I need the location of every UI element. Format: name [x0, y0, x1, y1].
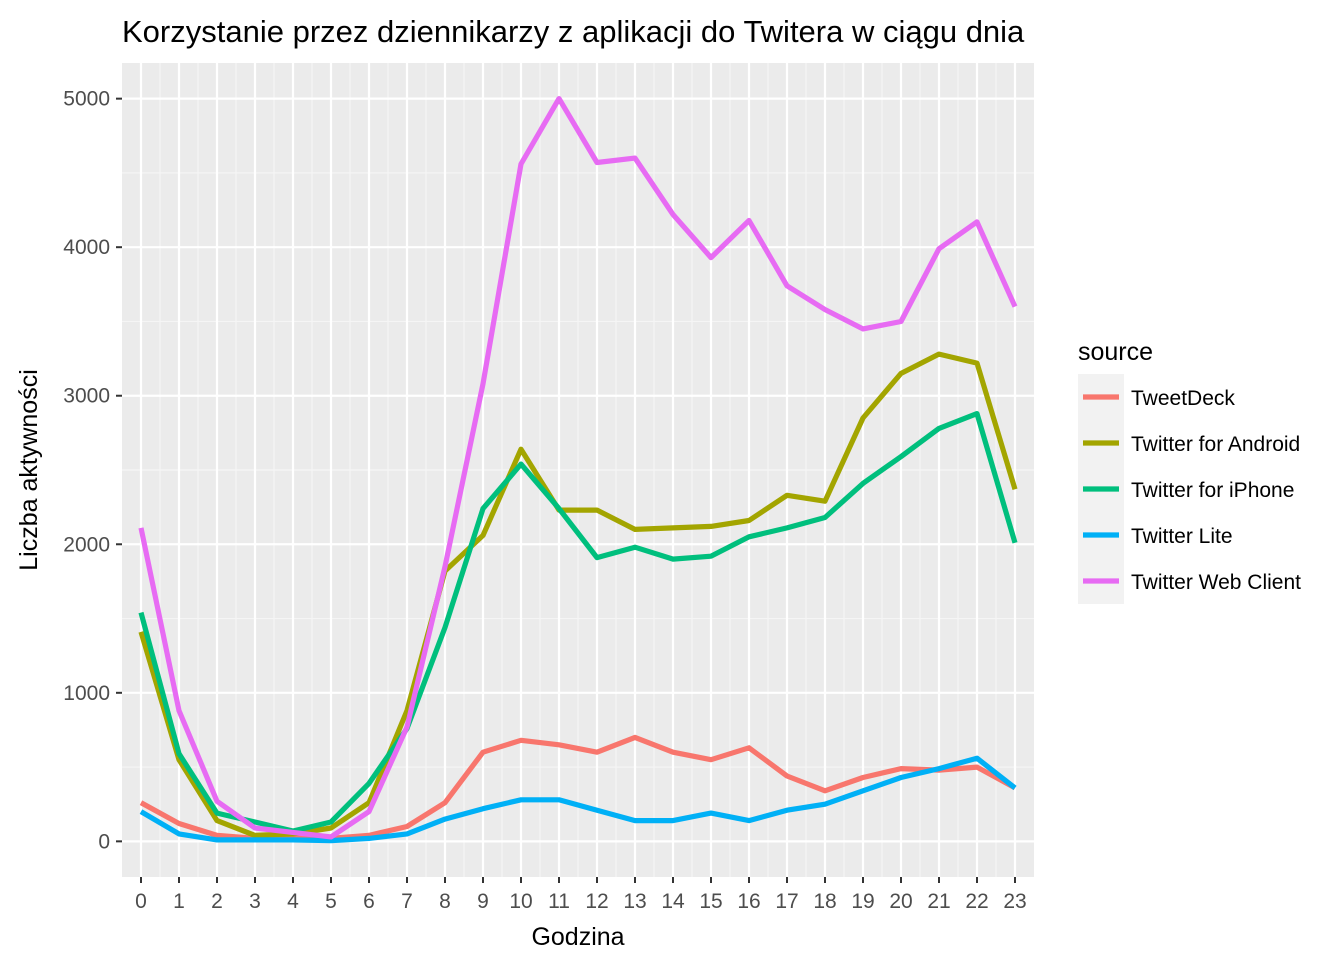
y-axis-title: Liczba aktywności — [15, 369, 43, 570]
x-tick-label: 10 — [509, 890, 532, 913]
x-tick-label: 19 — [851, 890, 874, 913]
x-tick-label: 0 — [135, 890, 147, 913]
x-tick-label: 4 — [287, 890, 299, 913]
y-tick-label: 4000 — [63, 236, 110, 259]
x-tick-label: 3 — [249, 890, 261, 913]
x-axis: 0 1 2 3 4 5 6 7 8 9 10 11 12 13 14 15 16 17 18 19 20 21 22 23 — [135, 877, 1027, 913]
x-axis-title: Godzina — [531, 923, 624, 951]
y-tick-label: 3000 — [63, 385, 110, 408]
x-tick-label: 7 — [401, 890, 413, 913]
legend-label: Twitter for Android — [1131, 433, 1300, 456]
series-line — [138, 95, 1018, 840]
x-tick-label: 12 — [585, 890, 608, 913]
major-grid — [122, 63, 1034, 877]
series-line — [139, 734, 1017, 842]
x-tick-label: 14 — [661, 890, 685, 913]
legend-label: TweetDeck — [1131, 387, 1235, 410]
x-tick-label: 22 — [965, 890, 988, 913]
x-tick-label: 13 — [623, 890, 646, 913]
x-tick-label: 8 — [439, 890, 451, 913]
x-tick-label: 15 — [699, 890, 722, 913]
legend-label: Twitter Lite — [1131, 525, 1233, 548]
x-tick-label: 20 — [889, 890, 912, 913]
legend-label: Twitter Web Client — [1131, 571, 1301, 594]
x-tick-label: 1 — [173, 890, 185, 913]
legend-items: TweetDeck Twitter for Android Twitter for … — [1078, 374, 1301, 604]
series-lines — [138, 95, 1018, 844]
x-tick-label: 17 — [775, 890, 798, 913]
legend: source TweetDeck Twitter for Android Twitt… — [1078, 338, 1301, 604]
legend-title: source — [1078, 338, 1153, 366]
y-axis: 0 1000 2000 3000 4000 5000 — [63, 88, 122, 853]
chart-title: Korzystanie przez dziennikarzy z aplikac… — [122, 14, 1025, 49]
y-tick-label: 2000 — [63, 533, 110, 556]
y-tick-label: 1000 — [63, 682, 110, 705]
y-tick-label: 0 — [98, 830, 110, 853]
y-tick-label: 5000 — [63, 88, 110, 111]
x-tick-label: 9 — [477, 890, 489, 913]
x-tick-label: 16 — [737, 890, 760, 913]
legend-label: Twitter for iPhone — [1131, 479, 1294, 502]
x-tick-label: 18 — [813, 890, 836, 913]
x-tick-label: 2 — [211, 890, 223, 913]
x-tick-label: 23 — [1003, 890, 1026, 913]
x-tick-label: 21 — [927, 890, 950, 913]
x-tick-label: 11 — [548, 890, 570, 913]
x-tick-label: 6 — [363, 890, 375, 913]
x-tick-label: 5 — [325, 890, 337, 913]
series-line — [139, 755, 1017, 844]
